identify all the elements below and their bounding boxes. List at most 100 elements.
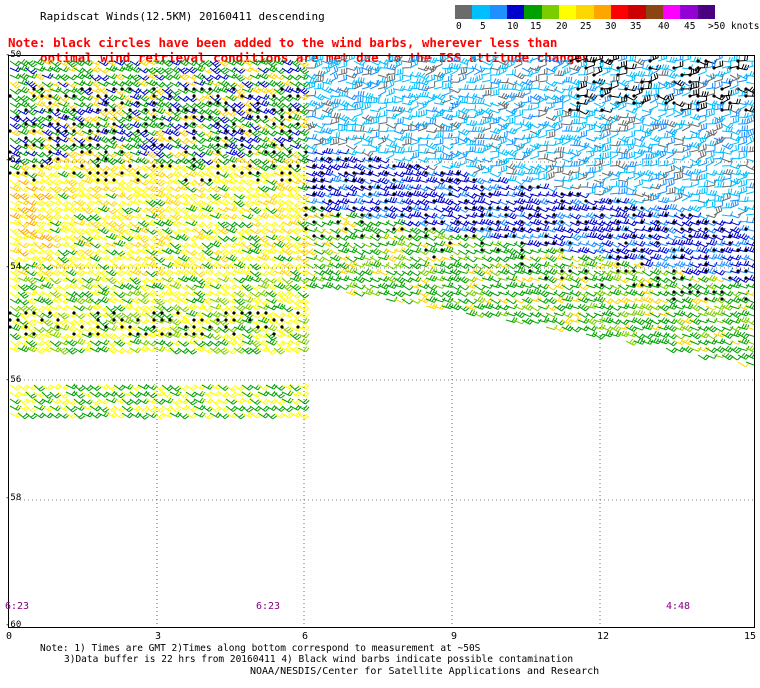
- wind-barb: [153, 58, 166, 65]
- wind-barb: [609, 149, 619, 160]
- wind-barb: [33, 221, 46, 229]
- wind-barb: [593, 275, 606, 282]
- contamination-dot: [248, 164, 252, 168]
- contamination-dot: [96, 164, 100, 168]
- contamination-dot: [8, 171, 12, 175]
- wind-barb: [745, 234, 755, 241]
- wind-barb: [473, 94, 486, 100]
- wind-barb: [153, 150, 166, 159]
- wind-barb: [161, 67, 173, 75]
- wind-barb: [129, 149, 142, 156]
- wind-barb: [217, 177, 230, 186]
- wind-barb: [41, 172, 54, 180]
- wind-barb: [385, 291, 398, 297]
- contamination-dot: [264, 150, 268, 154]
- contamination-dot: [392, 178, 396, 182]
- wind-barb: [241, 66, 254, 73]
- wind-barb: [121, 136, 134, 143]
- wind-barb: [497, 84, 509, 90]
- wind-barb: [289, 332, 302, 341]
- wind-barb: [233, 185, 246, 193]
- wind-barb: [145, 384, 158, 391]
- contamination-dot: [200, 115, 204, 119]
- contamination-dot: [144, 108, 148, 112]
- wind-barb: [48, 93, 62, 102]
- contamination-dot: [88, 150, 92, 154]
- lat-label-50: -50: [5, 50, 22, 60]
- contamination-dot: [576, 101, 580, 105]
- contamination-dot: [72, 122, 76, 126]
- wind-barb: [392, 190, 406, 198]
- contamination-dot: [296, 94, 300, 98]
- contamination-dot: [80, 122, 84, 126]
- wind-barb: [536, 183, 550, 190]
- wind-barb: [32, 87, 46, 96]
- wind-barb: [97, 214, 110, 222]
- wind-barb: [545, 66, 558, 73]
- wind-barb: [161, 184, 174, 192]
- wind-barb: [57, 60, 70, 67]
- wind-barb: [417, 65, 430, 72]
- wind-barb: [185, 60, 198, 67]
- wind-barb: [112, 178, 126, 187]
- contamination-dot: [120, 87, 124, 91]
- wind-barb: [177, 157, 190, 165]
- wind-barb: [625, 55, 637, 62]
- wind-barb: [73, 384, 86, 392]
- wind-barb: [697, 325, 710, 332]
- wind-barb: [377, 81, 388, 90]
- wind-barb: [425, 302, 438, 310]
- wind-barb: [40, 143, 54, 151]
- contamination-dot: [272, 94, 276, 98]
- wind-barb: [225, 148, 238, 156]
- wind-barb: [649, 261, 662, 268]
- wind-barb: [281, 163, 294, 171]
- wind-barb: [224, 129, 238, 137]
- wind-barb: [257, 221, 270, 229]
- wind-barb: [593, 241, 606, 248]
- contamination-dot: [128, 87, 132, 91]
- wind-barb: [257, 123, 270, 131]
- wind-barb: [65, 383, 78, 390]
- wind-barb: [216, 164, 229, 173]
- wind-barb: [441, 275, 454, 282]
- wind-barb: [104, 171, 118, 179]
- wind-barb: [209, 60, 222, 68]
- wind-barb: [129, 93, 142, 100]
- wind-barb: [537, 253, 550, 260]
- wind-barb: [297, 183, 310, 191]
- wind-barb: [281, 405, 294, 413]
- wind-barb: [49, 277, 62, 285]
- wind-barb: [729, 116, 740, 125]
- wind-barb: [608, 80, 619, 91]
- wind-barb: [345, 288, 358, 296]
- contamination-dot: [232, 164, 236, 168]
- wind-barb: [241, 242, 253, 250]
- wind-barb: [217, 116, 230, 124]
- contamination-dot: [40, 143, 44, 147]
- wind-barb: [273, 221, 286, 229]
- wind-barb: [513, 305, 526, 311]
- wind-barb: [153, 179, 166, 187]
- wind-barb: [89, 312, 101, 320]
- wind-barb: [593, 152, 604, 160]
- contamination-dot: [248, 150, 252, 154]
- contamination-dot: [312, 234, 316, 238]
- wind-barb: [505, 163, 518, 171]
- wind-barb: [121, 130, 134, 138]
- contamination-dot: [688, 234, 692, 238]
- wind-barb: [297, 60, 310, 68]
- wind-barb: [32, 121, 46, 130]
- wind-barb: [209, 144, 221, 152]
- wind-barb: [25, 102, 38, 110]
- wind-barb: [8, 149, 22, 157]
- wind-barb: [249, 198, 262, 206]
- wind-barb: [233, 116, 246, 123]
- wind-barb: [625, 247, 638, 253]
- wind-barb: [25, 67, 38, 75]
- wind-barb: [80, 121, 94, 129]
- wind-barb: [137, 115, 150, 122]
- wind-barb: [721, 283, 734, 290]
- wind-barb: [209, 296, 222, 303]
- wind-barb: [41, 158, 54, 166]
